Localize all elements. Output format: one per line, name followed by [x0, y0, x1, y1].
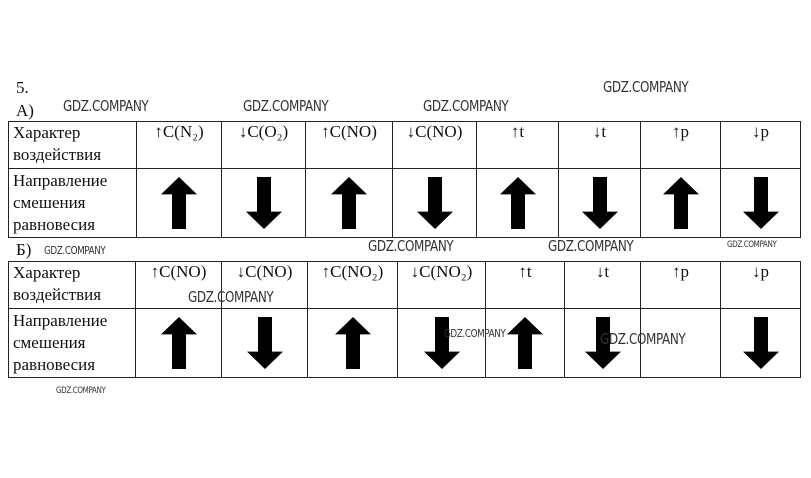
watermark: GDZ.COMPANY	[600, 330, 686, 348]
shift-cell	[305, 168, 393, 238]
watermark: GDZ.COMPANY	[56, 386, 106, 396]
arrow-up-icon	[160, 317, 197, 369]
factor-label: ↓p	[752, 122, 769, 141]
watermark: GDZ.COMPANY	[63, 97, 149, 115]
arrow-down-icon	[416, 177, 453, 229]
factor-cell: ↓p	[720, 261, 801, 309]
factor-cell: ↓C(NO)	[221, 261, 308, 309]
shift-cell	[392, 168, 477, 238]
shift-cell	[558, 168, 641, 238]
shift-cell	[221, 308, 308, 378]
table-part-b: Характер воздействия ↑C(NO) ↓C(NO) ↑C(NO₂) ↓…	[8, 261, 801, 378]
factor-label: ↓C(NO)	[406, 122, 463, 141]
row-label-shift: Направление смешения равновесия	[13, 171, 108, 234]
factor-cell: ↑C(NO)	[305, 121, 393, 169]
factor-cell: ↓p	[720, 121, 801, 169]
factor-cell: ↑C(NO)	[135, 261, 222, 309]
watermark: GDZ.COMPANY	[243, 97, 329, 115]
watermark: GDZ.COMPANY	[444, 327, 506, 340]
factor-label: ↓C(O₂)	[238, 122, 289, 141]
shift-cell	[307, 308, 398, 378]
watermark: GDZ.COMPANY	[603, 78, 689, 96]
row-label-cell: Характер воздействия	[8, 261, 136, 309]
shift-cell	[135, 308, 222, 378]
arrow-down-icon	[581, 177, 618, 229]
row-label-cell: Направление смешения равновесия	[8, 168, 137, 238]
row-label-factor: Характер воздействия	[13, 123, 102, 164]
watermark: GDZ.COMPANY	[727, 240, 777, 250]
factor-label: ↑p	[672, 262, 689, 281]
factor-label: ↑t	[518, 262, 532, 281]
shift-cell	[720, 308, 801, 378]
shift-cell	[397, 308, 486, 378]
shift-cell	[720, 168, 801, 238]
factor-cell: ↓t	[564, 261, 641, 309]
shift-cell	[476, 168, 559, 238]
watermark: GDZ.COMPANY	[44, 244, 106, 257]
arrow-down-icon	[246, 317, 283, 369]
table-part-a: Характер воздействия ↑C(N₂) ↓C(O₂) ↑C(NO) ↓C…	[8, 121, 801, 238]
shift-cell	[485, 308, 565, 378]
factor-cell: ↑p	[640, 261, 721, 309]
arrow-down-icon	[584, 317, 621, 369]
arrow-down-icon	[423, 317, 460, 369]
arrow-up-icon	[334, 317, 371, 369]
factor-label: ↓t	[592, 122, 607, 141]
factor-label: ↑C(NO)	[150, 262, 207, 281]
factor-cell: ↑t	[485, 261, 565, 309]
factor-label: ↑C(NO)	[321, 122, 377, 141]
watermark: GDZ.COMPANY	[423, 97, 509, 115]
factor-cell: ↓C(O₂)	[221, 121, 306, 169]
watermark: GDZ.COMPANY	[188, 288, 274, 306]
shift-cell	[221, 168, 306, 238]
part-b-label: Б)	[16, 240, 32, 259]
factor-label: ↑C(NO₂)	[321, 262, 384, 281]
factor-label: ↓C(NO₂)	[410, 262, 473, 281]
task-number: 5.	[16, 78, 29, 97]
arrow-down-icon	[245, 177, 282, 229]
factor-cell: ↓t	[558, 121, 641, 169]
factor-label: ↓p	[752, 262, 769, 281]
factor-label: ↑C(N₂)	[154, 122, 204, 141]
factor-cell: ↓C(NO)	[392, 121, 477, 169]
factor-label: ↑t	[510, 122, 525, 141]
factor-label: ↓t	[595, 262, 610, 281]
arrow-up-icon	[331, 177, 367, 229]
watermark: GDZ.COMPANY	[368, 237, 454, 255]
factor-label: ↓C(NO)	[236, 262, 293, 281]
row-label-cell: Характер воздействия	[8, 121, 137, 169]
watermark: GDZ.COMPANY	[548, 237, 634, 255]
factor-cell: ↑p	[640, 121, 721, 169]
factor-label: ↑p	[672, 122, 689, 141]
arrow-down-icon	[742, 177, 779, 229]
shift-cell	[640, 168, 721, 238]
arrow-up-icon	[662, 177, 699, 229]
factor-cell: ↑C(NO₂)	[307, 261, 398, 309]
row-label-factor: Характер воздействия	[13, 263, 102, 304]
shift-cell	[640, 308, 721, 378]
arrow-down-icon	[742, 317, 779, 369]
shift-cell	[136, 168, 222, 238]
part-a-label: А)	[16, 101, 34, 120]
factor-cell: ↓C(NO₂)	[397, 261, 486, 309]
arrow-up-icon	[161, 177, 197, 229]
arrow-up-icon	[507, 317, 543, 369]
arrow-up-icon	[499, 177, 536, 229]
row-label-cell: Направление смешения равновесия	[8, 308, 136, 378]
row-label-shift: Направление смешения равновесия	[13, 311, 108, 374]
factor-cell: ↑t	[476, 121, 559, 169]
factor-cell: ↑C(N₂)	[136, 121, 222, 169]
